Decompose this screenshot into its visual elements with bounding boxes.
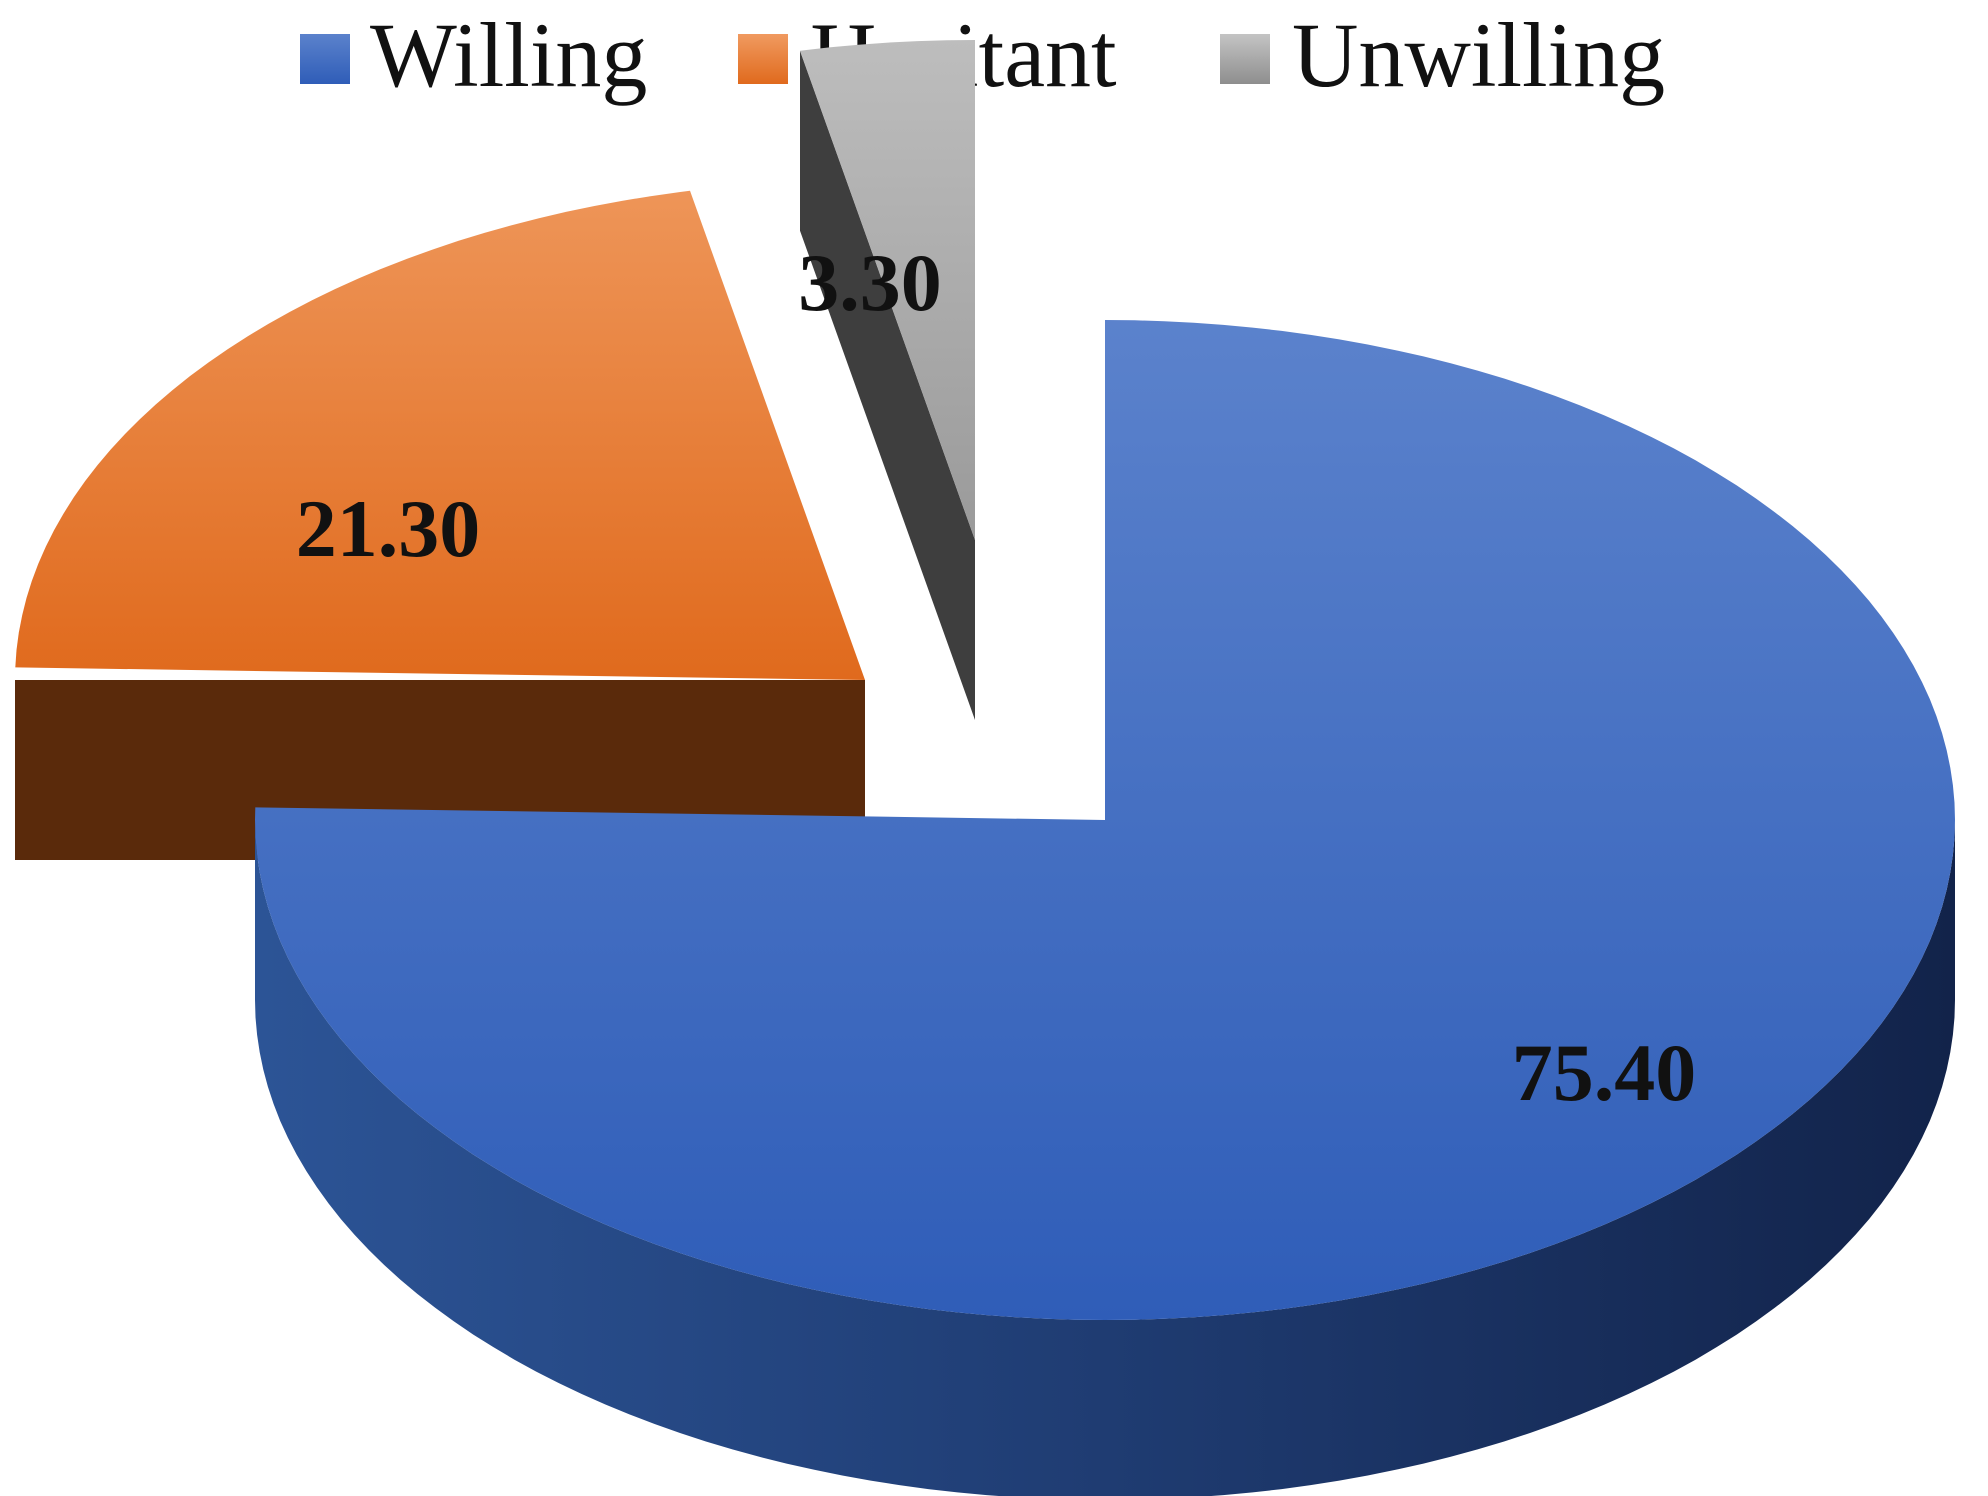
slice-willing-top bbox=[255, 320, 1955, 1320]
slice-willing bbox=[255, 320, 1955, 1496]
legend-item-willing: Willing bbox=[300, 4, 647, 106]
slice-hesitant-top bbox=[15, 190, 866, 680]
slice-willing-side bbox=[255, 820, 1955, 1496]
legend-swatch-willing bbox=[300, 34, 350, 84]
legend-swatch-hesitant bbox=[738, 34, 788, 84]
slice-unwilling-top bbox=[800, 40, 975, 540]
data-label-willing: 75.40 bbox=[1512, 1027, 1697, 1118]
legend: Willing Hesitant Unwilling bbox=[300, 4, 1665, 106]
slice-unwilling bbox=[800, 40, 975, 720]
data-label-unwilling: 3.30 bbox=[798, 237, 942, 328]
legend-swatch-unwilling bbox=[1220, 34, 1270, 84]
slice-unwilling-face bbox=[800, 50, 975, 720]
data-label-hesitant: 21.30 bbox=[296, 483, 481, 574]
legend-label-unwilling: Unwilling bbox=[1292, 4, 1665, 106]
legend-label-willing: Willing bbox=[370, 4, 647, 106]
legend-item-unwilling: Unwilling bbox=[1220, 4, 1665, 106]
